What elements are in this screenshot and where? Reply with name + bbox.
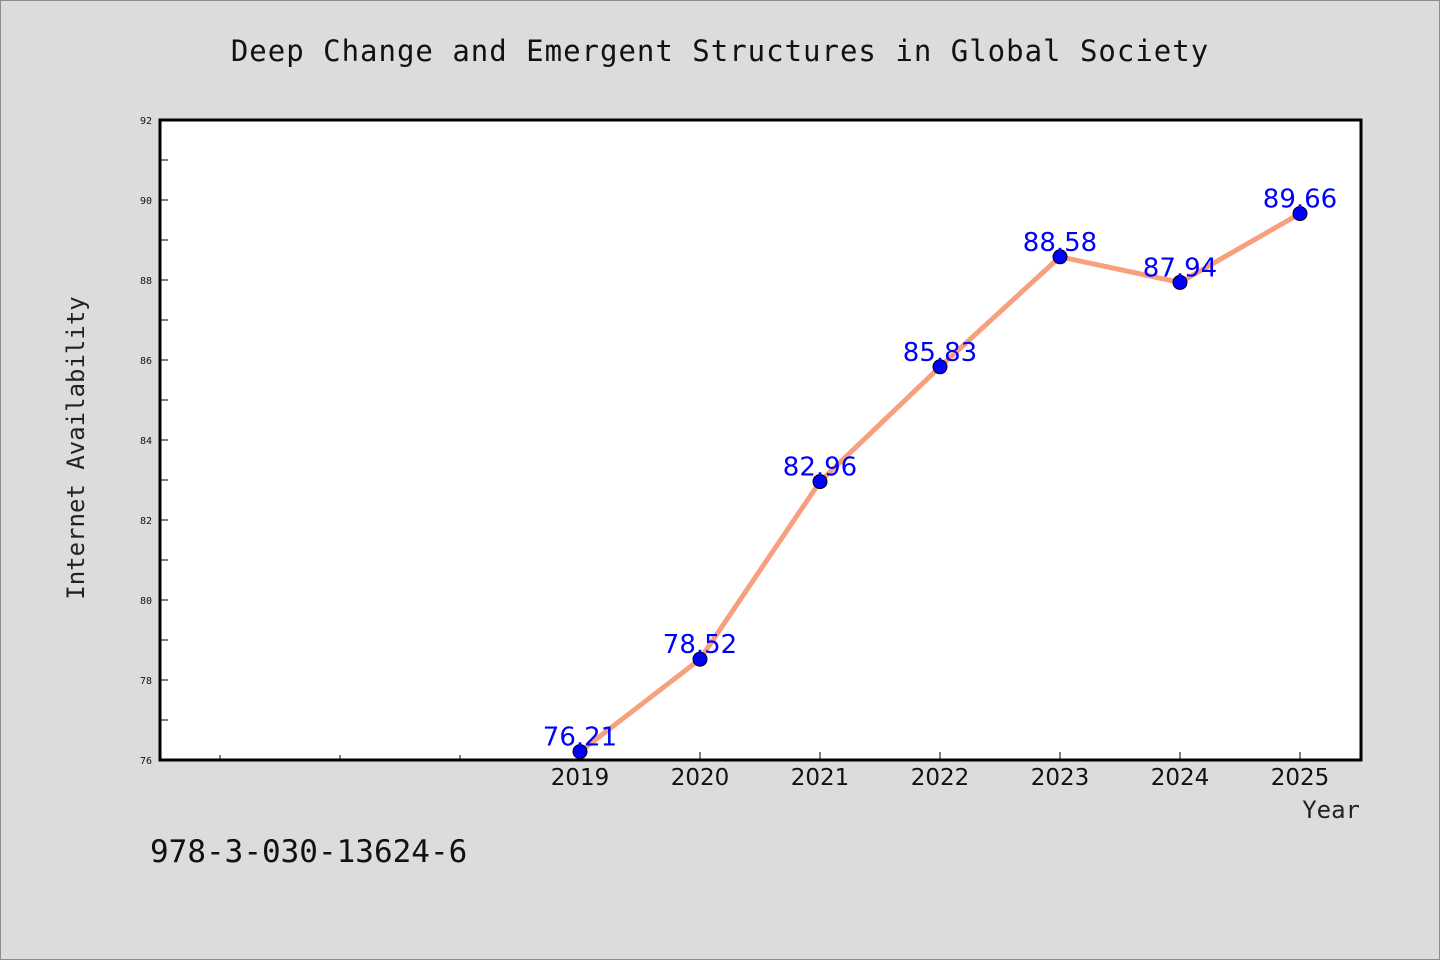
- y-tick-label: 80: [140, 596, 152, 607]
- y-tick-label: 76: [140, 756, 152, 767]
- y-tick-label: 82: [140, 516, 152, 527]
- data-point: [572, 744, 588, 760]
- data-point: [1292, 206, 1308, 222]
- y-tick-label: 88: [140, 276, 152, 287]
- y-tick-label: 84: [140, 436, 152, 447]
- isbn-text: 978-3-030-13624-6: [150, 834, 468, 870]
- x-tick-label: 2025: [1271, 765, 1330, 791]
- x-tick-label: 2021: [791, 765, 850, 791]
- x-tick-label: 2024: [1151, 765, 1210, 791]
- data-label: 89.66: [1263, 185, 1337, 215]
- x-tick-label: 2023: [1031, 765, 1090, 791]
- x-tick-label: 2019: [551, 765, 610, 791]
- y-tick-label: 90: [140, 196, 152, 207]
- plot-area: [158, 118, 1363, 762]
- data-point: [1052, 249, 1068, 265]
- data-label: 82.96: [783, 453, 857, 483]
- x-axis-label: Year: [1302, 796, 1360, 824]
- data-point: [1172, 274, 1188, 290]
- data-label: 78.52: [663, 630, 737, 660]
- chart-title: Deep Change and Emergent Structures in G…: [230, 34, 1210, 68]
- x-tick-label: 2020: [671, 765, 730, 791]
- y-axis-label: Internet Availability: [62, 296, 90, 600]
- data-label: 87.94: [1143, 253, 1217, 283]
- y-tick-label: 92: [140, 116, 152, 127]
- y-tick-label: 78: [140, 676, 152, 687]
- x-tick-label: 2022: [911, 765, 970, 791]
- data-label: 88.58: [1023, 228, 1097, 258]
- data-label: 85.83: [903, 338, 977, 368]
- data-point: [692, 651, 708, 667]
- data-point: [932, 359, 948, 375]
- y-tick-label: 86: [140, 356, 152, 367]
- data-point: [812, 474, 828, 490]
- data-label: 76.21: [543, 723, 617, 753]
